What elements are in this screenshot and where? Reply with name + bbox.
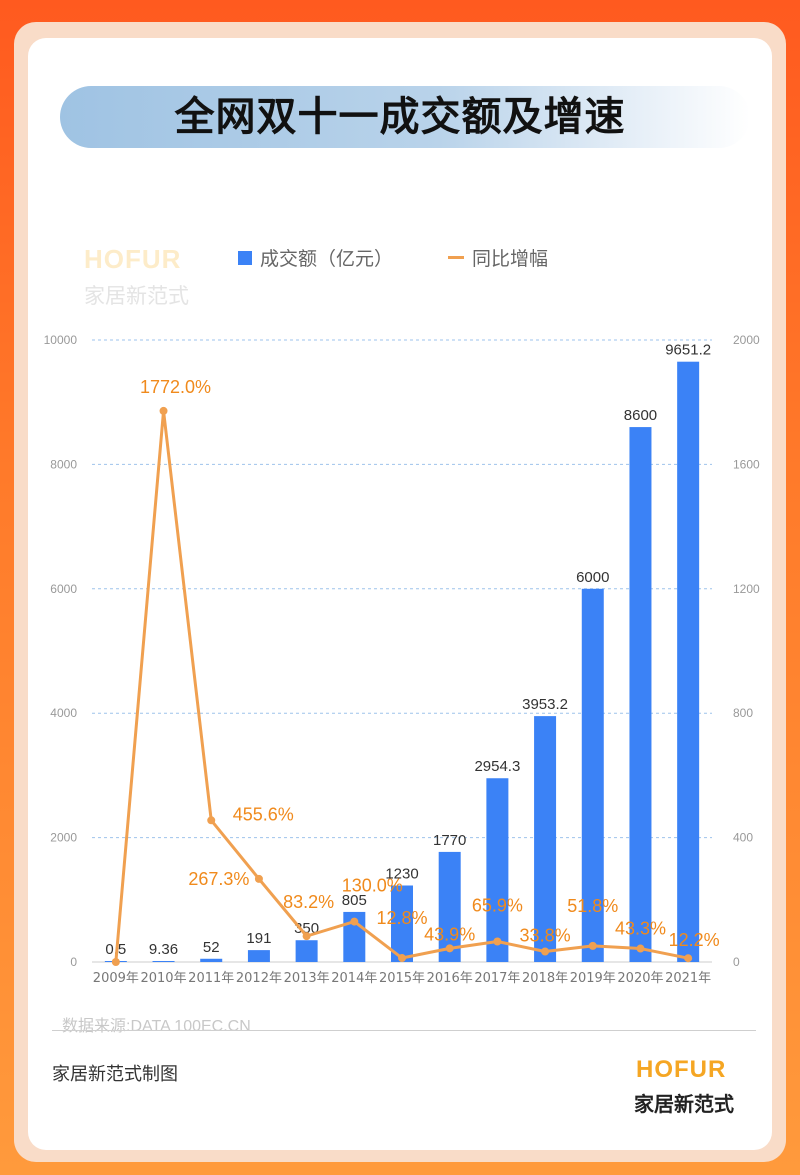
x-tick-label: 2020年 <box>617 971 663 986</box>
watermark-brand: HOFUR <box>84 244 182 274</box>
growth-point <box>350 917 359 926</box>
growth-label: 455.6% <box>233 804 294 824</box>
growth-point <box>302 932 311 941</box>
bar <box>534 716 557 962</box>
bar-value-label: 1770 <box>433 832 466 849</box>
y-tick-right: 1600 <box>733 457 760 471</box>
data-source: 数据来源:DATA 100EC.CN <box>62 1018 251 1035</box>
bar-value-label: 191 <box>246 930 271 947</box>
x-tick-label: 2013年 <box>284 971 330 986</box>
bar <box>200 958 223 962</box>
x-tick-label: 2021年 <box>665 971 711 986</box>
bar-value-label: 8600 <box>624 407 657 424</box>
y-tick-right: 800 <box>733 706 753 720</box>
growth-label: 12.2% <box>669 930 720 950</box>
x-tick-label: 2010年 <box>140 971 186 986</box>
legend-bar-label: 成交额（亿元） <box>260 248 394 270</box>
growth-point <box>588 941 597 950</box>
legend-line-swatch <box>448 256 464 259</box>
y-tick-left: 0 <box>70 955 77 969</box>
growth-point <box>541 947 550 956</box>
growth-point <box>254 874 263 883</box>
bar-value-label: 3953.2 <box>522 696 568 713</box>
y-tick-right: 2000 <box>733 333 760 347</box>
bar <box>295 940 318 962</box>
growth-label: 65.9% <box>472 896 523 916</box>
chart-svg: 0 2000 4000 6000 8000 10000 0 400 800 1200 1600 200… <box>44 333 760 986</box>
y-tick-right: 400 <box>733 831 753 845</box>
x-tick-label: 2011年 <box>188 971 234 986</box>
x-tick-label: 2019年 <box>570 971 616 986</box>
x-tick-label: 2018年 <box>522 971 568 986</box>
bar <box>581 588 604 962</box>
growth-point <box>684 954 693 963</box>
growth-label: 83.2% <box>283 892 334 912</box>
bar-value-label: 6000 <box>576 569 609 586</box>
growth-point <box>111 958 120 966</box>
y-tick-left: 6000 <box>50 582 77 596</box>
y-tick-left: 10000 <box>44 333 78 347</box>
growth-point <box>207 816 216 825</box>
growth-label: 43.9% <box>424 924 475 944</box>
watermark-sub: 家居新范式 <box>84 284 189 308</box>
growth-point <box>159 406 168 415</box>
x-tick-label: 2015年 <box>379 971 425 986</box>
bar <box>152 961 175 962</box>
growth-point <box>493 937 502 946</box>
growth-label: 1772.0% <box>140 377 211 397</box>
legend-line-label: 同比增幅 <box>472 248 549 270</box>
x-tick-label: 2009年 <box>93 971 139 986</box>
logo-sub: 家居新范式 <box>634 1092 734 1116</box>
growth-label: 51.8% <box>567 896 618 916</box>
page-title: 全网双十一成交额及增速 <box>174 94 626 140</box>
credit-text: 家居新范式制图 <box>52 1064 178 1085</box>
growth-label: 33.8% <box>520 925 571 945</box>
divider <box>52 1030 756 1031</box>
y-tick-right: 1200 <box>733 582 760 596</box>
bar-value-label: 9651.2 <box>665 342 711 359</box>
growth-label: 43.3% <box>615 919 666 939</box>
growth-point <box>445 944 454 953</box>
y-tick-left: 4000 <box>50 706 77 720</box>
growth-point <box>398 954 406 963</box>
title-banner <box>60 86 750 148</box>
bar <box>438 851 461 962</box>
bar-value-label: 2954.3 <box>474 758 520 775</box>
bar <box>486 778 509 962</box>
bar <box>247 950 270 962</box>
legend-bar-swatch <box>238 250 252 265</box>
bar-value-label: 9.36 <box>149 941 178 958</box>
y-tick-right: 0 <box>733 955 740 969</box>
logo-brand: HOFUR <box>636 1056 727 1083</box>
legend-item-amount: 成交额（亿元） <box>238 244 393 271</box>
y-tick-left: 2000 <box>50 831 77 845</box>
x-tick-label: 2017年 <box>474 971 520 986</box>
bar-value-label: 52 <box>203 939 220 956</box>
growth-label: 267.3% <box>188 869 249 889</box>
growth-point <box>636 944 645 953</box>
bar <box>391 885 413 962</box>
growth-label: 12.8% <box>376 908 427 928</box>
x-tick-label: 2014年 <box>331 971 377 986</box>
bar <box>677 361 700 962</box>
bar <box>629 427 652 963</box>
bar-value-label: 1230 <box>385 865 418 882</box>
legend-item-growth: 同比增幅 <box>448 244 548 271</box>
y-tick-left: 8000 <box>50 457 77 471</box>
bar-value-label: 805 <box>342 892 367 909</box>
x-tick-label: 2016年 <box>427 971 473 986</box>
x-tick-label: 2012年 <box>236 971 282 986</box>
growth-label: 130.0% <box>342 876 403 896</box>
